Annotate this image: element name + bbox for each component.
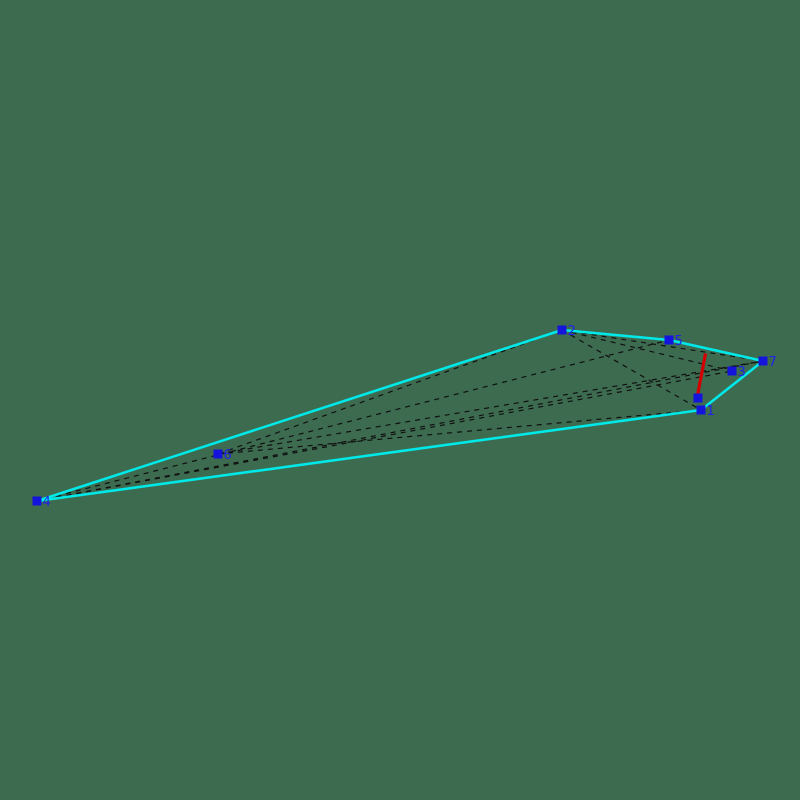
- node-marker-6: [213, 449, 223, 459]
- highlight-segment: [695, 353, 708, 396]
- node-marker-4: [32, 496, 42, 506]
- dashed-edge-4-7: [36, 360, 764, 502]
- node-marker-7: [758, 356, 768, 366]
- node-marker-3: [727, 366, 737, 376]
- dashed-edge-6-1: [217, 409, 702, 455]
- node-label-7: 7: [769, 355, 777, 370]
- unlabeled-point-marker: [693, 393, 703, 403]
- dashed-edge-2-6: [217, 329, 563, 455]
- dashed-edge-2-7: [561, 329, 764, 362]
- dashed-edge-4-5: [36, 339, 670, 502]
- node-label-1: 1: [707, 404, 715, 419]
- dashed-edge-4-3: [36, 370, 733, 502]
- node-label-6: 6: [224, 448, 232, 463]
- node-label-5: 5: [675, 334, 683, 349]
- node-marker-1: [696, 405, 706, 415]
- node-marker-2: [557, 325, 567, 335]
- node-label-3: 3: [738, 365, 746, 380]
- dashed-edge-6-7: [217, 360, 764, 455]
- node-label-4: 4: [43, 495, 51, 510]
- node-marker-5: [664, 335, 674, 345]
- node-label-2: 2: [568, 324, 576, 339]
- dashed-edge-2-1: [561, 329, 702, 411]
- convex-hull-outline: [35, 328, 765, 503]
